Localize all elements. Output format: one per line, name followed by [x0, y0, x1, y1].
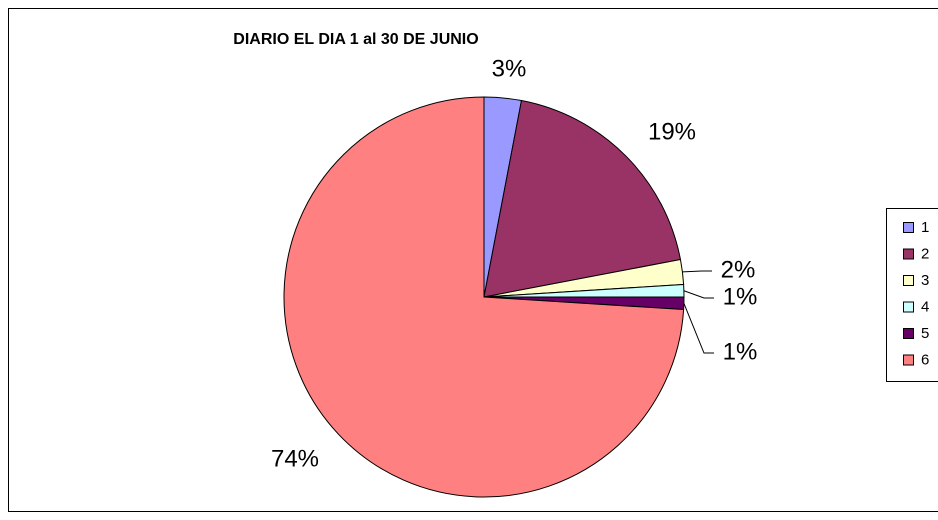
- legend-label: 5: [921, 325, 929, 342]
- legend-label: 4: [921, 298, 929, 315]
- leader-line: [683, 303, 714, 354]
- chart-title: DIARIO EL DIA 1 al 30 DE JUNIO: [233, 31, 478, 48]
- data-label: 1%: [723, 338, 758, 365]
- data-label: 2%: [721, 256, 756, 283]
- legend-swatch: [903, 354, 914, 366]
- leader-line: [683, 290, 714, 299]
- legend-swatch: [903, 248, 914, 260]
- legend-label: 2: [921, 245, 929, 262]
- legend-swatch: [903, 301, 914, 313]
- data-label: 74%: [271, 445, 319, 472]
- legend-label: 1: [921, 219, 929, 236]
- data-label: 3%: [492, 55, 527, 82]
- legend-label: 6: [921, 351, 929, 368]
- legend-swatch: [903, 222, 914, 233]
- leader-line: [682, 270, 712, 273]
- legend-swatch: [903, 275, 914, 286]
- legend-box: [886, 208, 938, 382]
- data-label: 19%: [648, 118, 696, 145]
- pie-slice: [283, 96, 685, 498]
- legend-label: 3: [921, 272, 929, 289]
- data-label: 1%: [723, 283, 758, 310]
- pie-slice: [483, 99, 682, 298]
- legend-swatch: [903, 328, 914, 339]
